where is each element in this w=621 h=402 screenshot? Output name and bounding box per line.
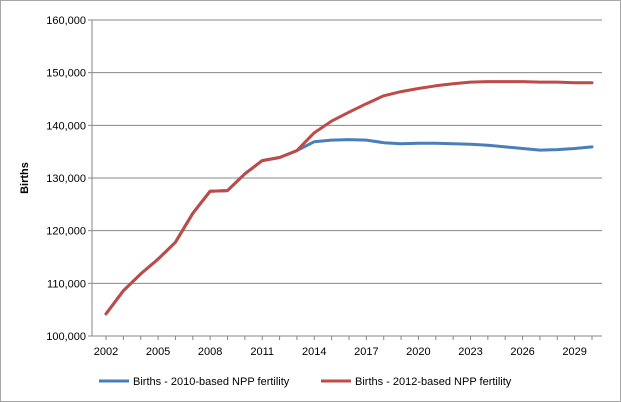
x-axis-ticks: 2002 2005 2008 2011 2014 2017 2020 2023 2026 2029 xyxy=(94,346,587,358)
y-axis-label: Births xyxy=(19,162,31,194)
y-tick-label: 130,000 xyxy=(46,173,86,185)
y-tick-label: 150,000 xyxy=(46,68,86,80)
gridlines xyxy=(92,19,602,337)
axes xyxy=(88,19,602,340)
x-tick-label: 2008 xyxy=(198,346,222,358)
y-tick-label: 140,000 xyxy=(46,120,86,132)
legend-label-1: Births - 2010-based NPP fertility xyxy=(133,376,290,388)
x-tick-label: 2017 xyxy=(354,346,378,358)
x-tick-label: 2029 xyxy=(562,346,586,358)
x-tick-label: 2011 xyxy=(250,346,274,358)
series-line-1 xyxy=(104,138,594,316)
x-tick-label: 2020 xyxy=(406,346,430,358)
series-line-2 xyxy=(104,80,594,316)
legend: Births - 2010-based NPP fertility Births … xyxy=(99,376,512,388)
x-tick-label: 2026 xyxy=(510,346,534,358)
y-tick-label: 120,000 xyxy=(46,226,86,238)
y-tick-label: 110,000 xyxy=(47,278,86,290)
y-tick-label: 100,000 xyxy=(46,331,86,343)
plot-area xyxy=(104,80,594,316)
y-tick-label: 160,000 xyxy=(46,15,86,27)
x-tick-label: 2023 xyxy=(458,346,482,358)
legend-label-2: Births - 2012-based NPP fertility xyxy=(355,376,512,388)
x-tick-label: 2002 xyxy=(94,346,118,358)
x-tick-label: 2005 xyxy=(146,346,170,358)
y-axis-ticks: 100,000 110,000 120,000 130,000 140,000 150,0… xyxy=(46,15,86,343)
x-tick-label: 2014 xyxy=(302,346,326,358)
